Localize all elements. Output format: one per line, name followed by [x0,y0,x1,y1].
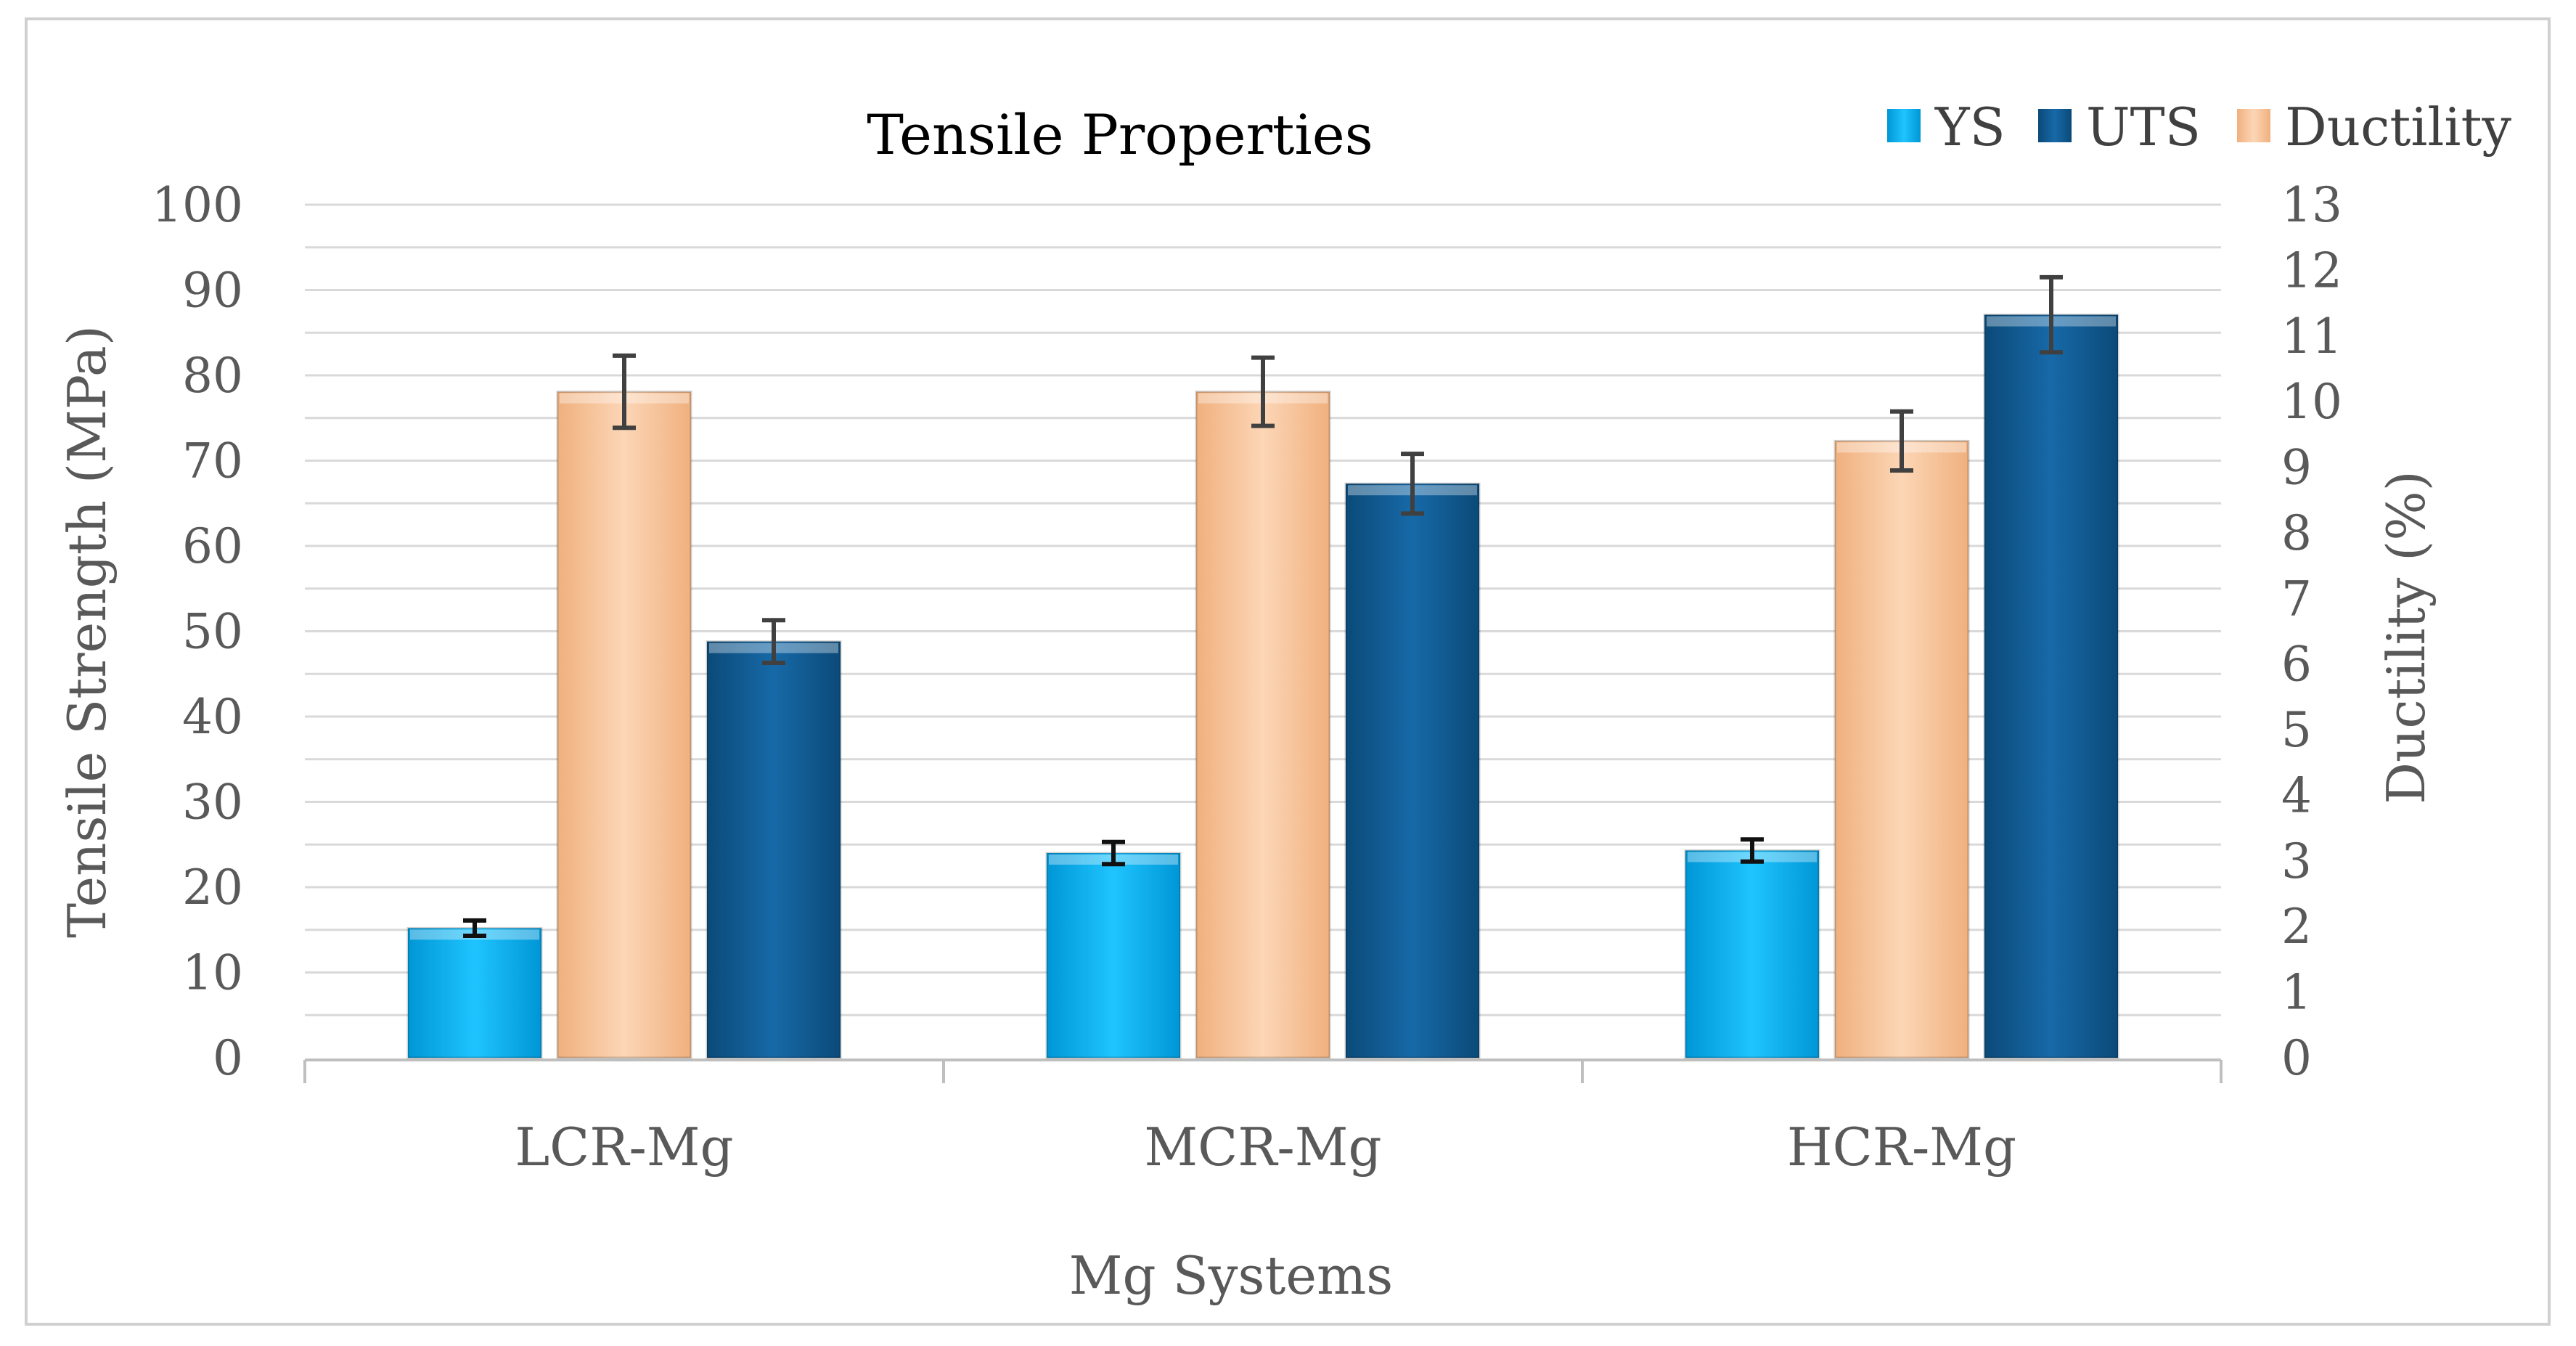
legend-item-uts: UTS [2038,97,2201,158]
y2-tick-label: 13 [2281,177,2342,233]
bars [406,314,2119,1059]
y2-tick-label: 4 [2281,767,2312,823]
x-axis-title: Mg Systems [1069,1245,1393,1306]
bar-ys-hcr-mg [1684,849,1820,1059]
error-bar-ductility-lcr-mg [613,353,636,431]
legend-swatch-ductility [2237,109,2270,142]
y-tick-label: 80 [182,348,243,404]
error-bar-ys-lcr-mg [463,918,486,938]
y-tick-label: 50 [182,604,243,660]
bar-ductility [556,391,692,1059]
category-label-lcr-mg: LCR-Mg [515,1117,733,1178]
bar-uts [706,640,842,1059]
error-bars [463,274,2063,938]
bar-ductility-lcr-mg [556,391,692,1059]
category-label-mcr-mg: MCR-Mg [1144,1117,1381,1178]
y-tick-label: 90 [182,263,243,319]
bar-uts-mcr-mg [1344,482,1481,1059]
legend-label-uts: UTS [2086,97,2201,158]
legend-label-ys: YS [1934,97,2005,158]
legend-label-ductility: Ductility [2285,97,2511,158]
legend-item-ductility: Ductility [2237,97,2511,158]
bar-uts-lcr-mg [706,640,842,1059]
bar-ys-mcr-mg [1045,852,1182,1059]
error-bar-ductility-mcr-mg [1251,355,1275,428]
left-axis-ticks: 0 10 20 30 40 50 60 70 80 90 100 [152,177,243,1086]
y2-tick-label: 8 [2281,505,2312,561]
y2-axis-title: Ductility (%) [2376,470,2437,804]
category-label-hcr-mg: HCR-Mg [1787,1117,2016,1178]
error-bar-uts-lcr-mg [762,618,785,665]
legend-item-ys: YS [1887,97,2005,158]
y-axis-title: Tensile Strength (MPa) [57,325,118,938]
bar-ductility-mcr-mg [1195,391,1331,1059]
bar-ductility-hcr-mg [1833,439,1970,1059]
y-tick-label: 10 [182,945,243,1001]
y2-tick-label: 0 [2281,1030,2312,1086]
y2-tick-label: 9 [2281,440,2312,496]
y-tick-label: 100 [152,177,243,233]
y2-tick-label: 3 [2281,833,2312,889]
y2-tick-label: 12 [2281,242,2342,298]
error-bar-ductility-hcr-mg [1890,409,1913,473]
bar-uts [1344,482,1481,1059]
bar-ys-lcr-mg [406,926,543,1059]
legend: YS UTS Ductility [1887,97,2511,158]
y2-tick-label: 6 [2281,637,2312,693]
bar-ductility [1833,439,1970,1059]
y2-tick-label: 5 [2281,702,2312,758]
error-bar-ys-mcr-mg [1102,839,1125,867]
bar-ys [1045,852,1182,1059]
category-labels: LCR-Mg MCR-Mg HCR-Mg [515,1117,2016,1178]
y-tick-label: 70 [182,433,243,489]
bar-ys [1684,849,1820,1059]
y-tick-label: 0 [213,1030,243,1086]
y-tick-label: 30 [182,775,243,831]
error-bar-uts-mcr-mg [1401,452,1424,516]
y2-tick-label: 2 [2281,899,2312,955]
bar-uts [1983,314,2119,1059]
axes [303,1059,2223,1083]
error-bar-ys-hcr-mg [1741,837,1764,864]
legend-swatch-ys [1887,109,1921,142]
y2-tick-label: 10 [2281,374,2342,430]
error-bar-uts-hcr-mg [2040,274,2063,355]
y2-tick-label: 11 [2281,309,2342,364]
bar-ys [406,926,543,1059]
y-tick-label: 20 [182,860,243,915]
y-tick-label: 60 [182,518,243,574]
y2-tick-label: 1 [2281,965,2312,1021]
bar-ductility [1195,391,1331,1059]
y2-tick-label: 7 [2281,571,2312,627]
bar-uts-hcr-mg [1983,314,2119,1059]
chart-title: Tensile Properties [867,102,1373,167]
y-tick-label: 40 [182,689,243,745]
legend-swatch-uts [2038,109,2072,142]
